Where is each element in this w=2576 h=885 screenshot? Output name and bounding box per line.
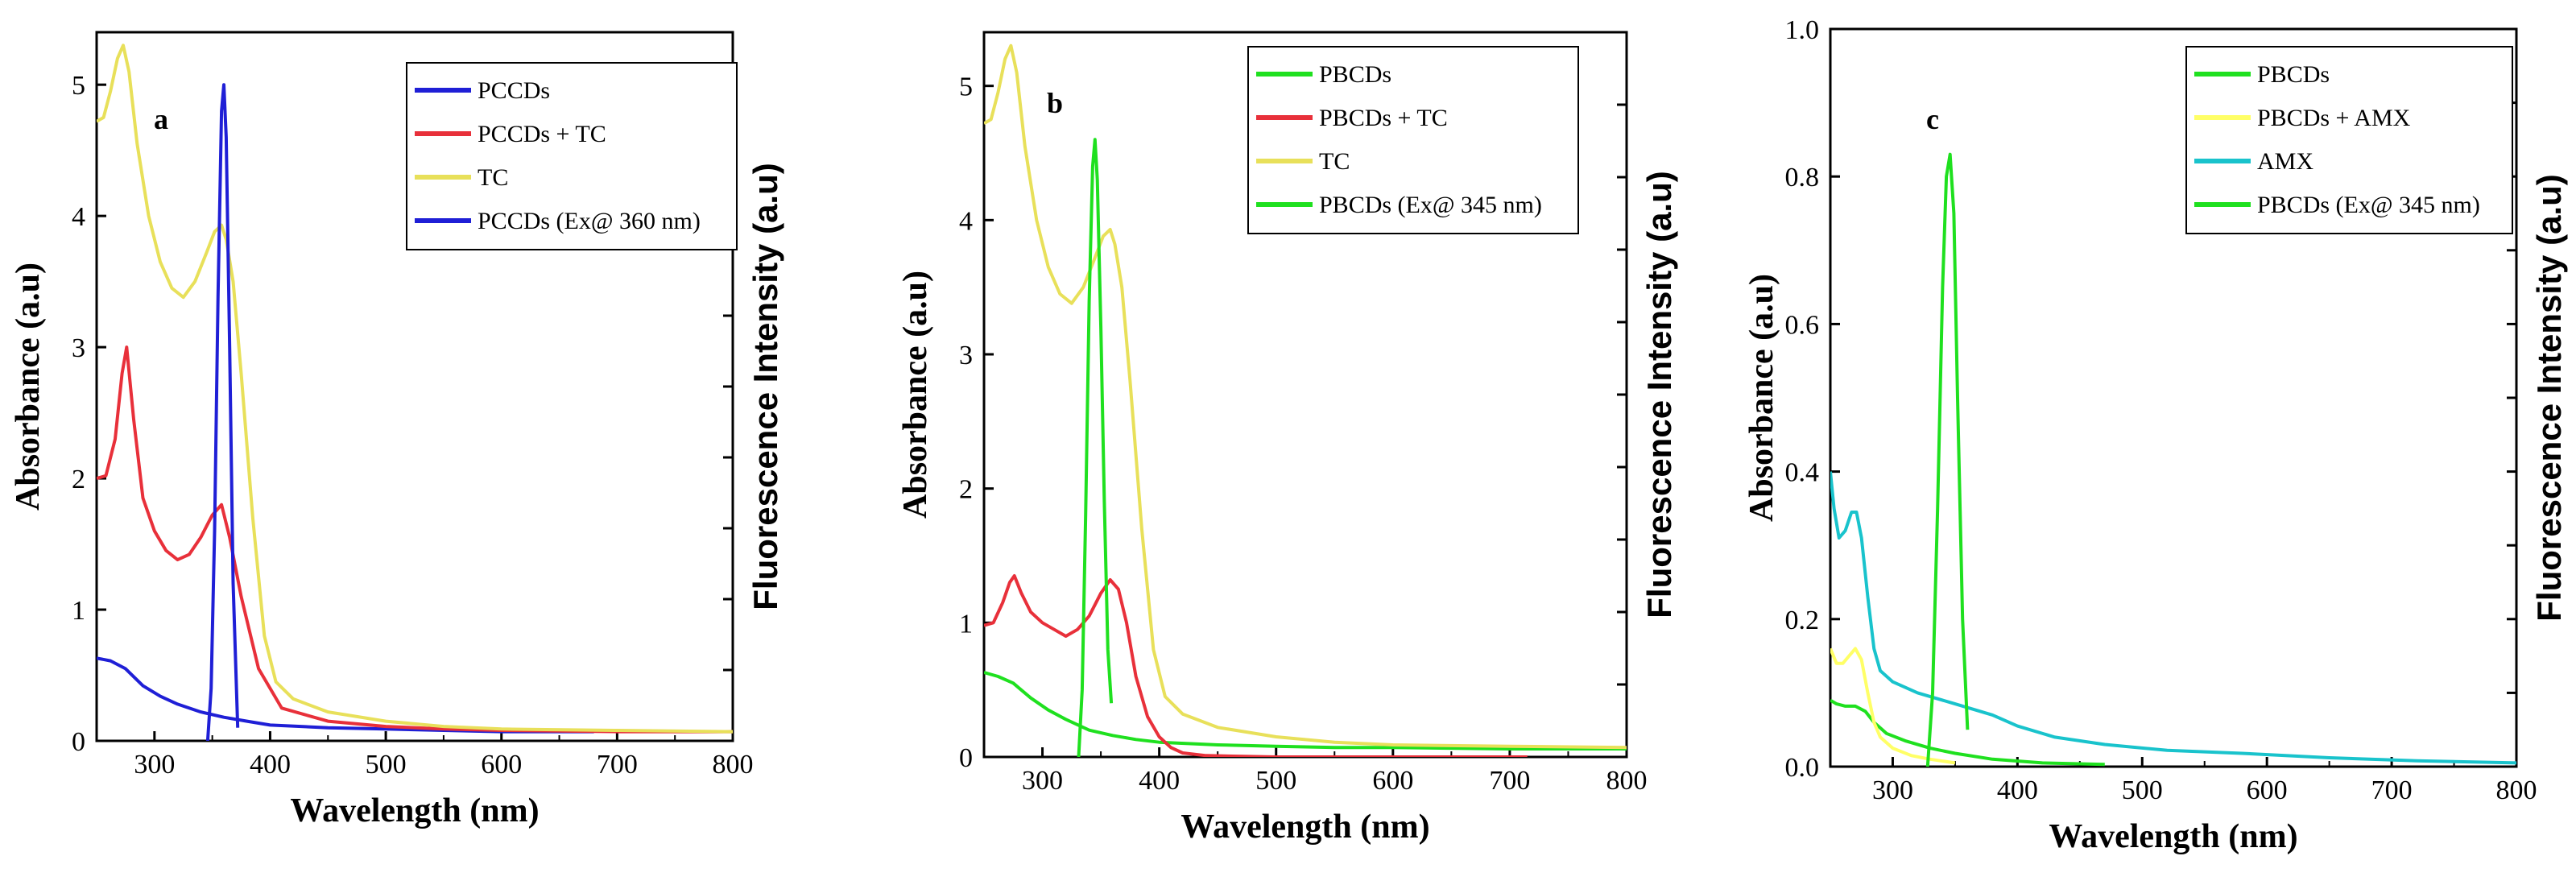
legend-label: PCCDs: [478, 77, 550, 104]
x-tick-label: 700: [1489, 766, 1530, 796]
series-line-pbcds-ex-345-nm-: [1925, 152, 1970, 767]
x-axis-title: Wavelength (nm): [290, 792, 539, 829]
panel-letter: b: [1047, 87, 1063, 119]
x-tick-label: 700: [2371, 775, 2413, 805]
y-axis-title: Absorbance (a.u): [897, 271, 934, 519]
series-line-pccds-ex-360-nm-: [205, 83, 240, 741]
y-tick-label: 0: [959, 743, 973, 773]
legend: PBCDs PBCDs + AMX AMX PBCDs (Ex@ 345 nm): [2185, 46, 2513, 234]
legend-label: PBCDs + TC: [1319, 105, 1448, 131]
series-line-pbcds-tc: [984, 574, 1528, 757]
legend-label: PBCDs (Ex@ 345 nm): [1319, 192, 1542, 218]
x-tick-label: 800: [1606, 766, 1648, 796]
y-tick-label: 4: [72, 202, 85, 232]
y-tick-label: 1: [72, 596, 85, 626]
legend-label: PBCDs (Ex@ 345 nm): [2257, 192, 2480, 218]
y-tick-label: 2: [959, 475, 973, 505]
x-tick-label: 400: [250, 750, 291, 780]
y2-axis-title: Fluorescence Intensity (a.u): [1640, 171, 1678, 618]
series-group: [984, 43, 1627, 757]
series-line-tc: [984, 43, 1627, 750]
x-axis-title: Wavelength (nm): [2049, 818, 2297, 855]
x-tick-label: 600: [1372, 766, 1413, 796]
series-line-pbcds: [984, 671, 1627, 751]
legend-label: PBCDs: [2257, 61, 2330, 88]
x-tick-label: 800: [713, 750, 754, 780]
y-tick-label: 1: [959, 609, 973, 639]
x-tick-label: 500: [1255, 766, 1296, 796]
series-line-pbcds-amx: [1830, 647, 1956, 765]
legend-label: TC: [478, 164, 508, 191]
y-axis-title: Absorbance (a.u): [10, 263, 47, 511]
panel-letter: a: [154, 103, 168, 135]
y-tick-label: 0: [72, 727, 85, 757]
y-tick-label: 0.0: [1785, 753, 1820, 783]
y-axis-title: Absorbance (a.u): [1743, 274, 1780, 522]
legend: PBCDs PBCDs + TC TC PBCDs (Ex@ 345 nm): [1247, 46, 1579, 234]
y-tick-label: 0.4: [1785, 458, 1820, 488]
legend-label: PBCDs: [1319, 61, 1391, 88]
y2-axis-title: Fluorescence Intensity (a.u): [2530, 174, 2568, 621]
legend: PCCDs PCCDs + TC TC PCCDs (Ex@ 360 nm): [406, 62, 738, 250]
y-tick-label: 3: [959, 341, 973, 370]
y-tick-label: 3: [72, 333, 85, 363]
y-tick-label: 4: [959, 206, 973, 236]
legend-label: TC: [1319, 148, 1350, 175]
x-tick-label: 600: [2247, 775, 2288, 805]
chart-panel-b: 300 400 500 600 700 800 0 1 2 3 4 5 Wavelength (nm) A…: [897, 31, 1678, 846]
series-group: [97, 43, 733, 741]
legend-label: PCCDs + TC: [478, 121, 606, 147]
x-tick-label: 500: [366, 750, 407, 780]
series-line-pbcds: [1830, 698, 2105, 767]
series-line-pbcds-ex-345-nm-: [1077, 138, 1114, 757]
series-group: [1830, 152, 2516, 767]
x-tick-label: 300: [1022, 766, 1063, 796]
x-tick-label: 500: [2122, 775, 2163, 805]
y-tick-label: 5: [959, 72, 973, 102]
legend-label: PCCDs (Ex@ 360 nm): [478, 208, 701, 234]
panel-letter: c: [1926, 103, 1939, 135]
y-tick-label: 0.2: [1785, 606, 1820, 635]
x-tick-label: 600: [481, 750, 522, 780]
chart-panel-c: 300 400 500 600 700 800 0.0 0.2 0.4 0.6 0.8 1.0 Wave…: [1743, 15, 2568, 855]
y-tick-label: 0.6: [1785, 310, 1820, 340]
series-line-pccds: [97, 656, 594, 734]
y-tick-label: 0.8: [1785, 163, 1820, 192]
chart-panel-a: 300 400 500 600 700 800 0 1 2 3 4 5 Wavelength (nm) A…: [10, 31, 784, 829]
y-tick-label: 2: [72, 465, 85, 494]
series-line-amx: [1830, 471, 2516, 765]
x-axis-title: Wavelength (nm): [1180, 808, 1429, 846]
x-tick-label: 300: [134, 750, 175, 780]
x-tick-label: 300: [1872, 775, 1913, 805]
x-tick-label: 800: [2496, 775, 2537, 805]
series-line-pccds-tc: [97, 345, 733, 734]
x-tick-label: 400: [1139, 766, 1180, 796]
y2-axis-title: Fluorescence Intensity (a.u): [746, 163, 784, 610]
legend-label: AMX: [2257, 148, 2313, 175]
x-tick-label: 700: [597, 750, 638, 780]
y-tick-label: 1.0: [1785, 15, 1820, 45]
y-tick-label: 5: [72, 71, 85, 101]
legend-label: PBCDs + AMX: [2257, 105, 2411, 131]
x-tick-label: 400: [1997, 775, 2038, 805]
